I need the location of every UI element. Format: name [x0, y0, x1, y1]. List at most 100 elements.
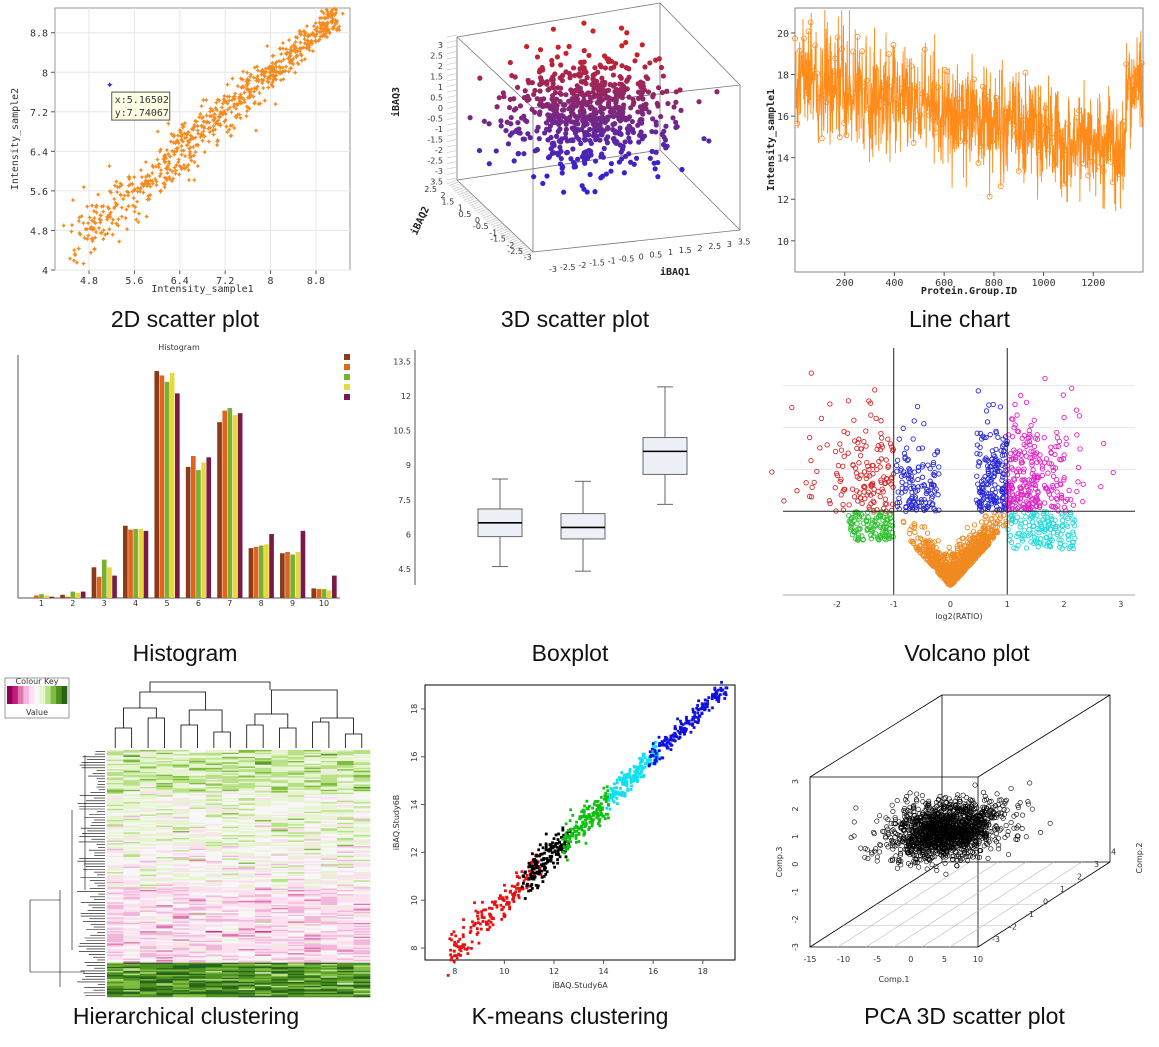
- volcano-point: [1046, 539, 1052, 545]
- scatter2d-point: ✦: [233, 100, 240, 109]
- heatmap-cell: [205, 760, 223, 763]
- heatmap-cell: [320, 763, 338, 766]
- volcano-point: [912, 522, 918, 528]
- scatter2d-point: ✦: [321, 14, 328, 23]
- scatter3d-floor-line: [503, 233, 515, 239]
- line-ytick-label: 10: [777, 237, 789, 248]
- heatmap-cell: [320, 843, 338, 845]
- heatmap-cell: [287, 792, 305, 795]
- heatmap-cell: [139, 795, 157, 797]
- scatter2d-point: ✦: [312, 37, 319, 46]
- scatter2d-point: ✦: [113, 220, 120, 229]
- scatter2d-point: ✦: [195, 130, 202, 139]
- volcano-point: [999, 477, 1005, 483]
- line-marker: [1011, 121, 1018, 128]
- heatmap-cell: [172, 778, 190, 781]
- scatter2d-point: ✦: [82, 225, 89, 234]
- heatmap-cell: [287, 847, 305, 850]
- heatmap-cell: [304, 780, 321, 782]
- heatmap-cell: [287, 815, 305, 818]
- scatter2d-point: ✦: [183, 163, 190, 172]
- heatmap-cell: [123, 840, 141, 843]
- scatter2d-point: ✦: [166, 175, 173, 184]
- heatmap-cell: [320, 809, 338, 811]
- line-marker: [968, 124, 975, 131]
- volcano-point: [1067, 511, 1073, 518]
- scatter2d-point: ✦: [336, 26, 343, 35]
- heatmap-cell: [320, 776, 338, 778]
- scatter2d-point: ✦: [196, 113, 203, 122]
- heatmap-cell: [254, 751, 272, 754]
- heatmap-cell: [156, 811, 174, 814]
- scatter3d-point: [601, 89, 607, 95]
- heatmap-cell: [205, 750, 223, 752]
- scatter3d-ytick-label: 1: [458, 204, 463, 213]
- heatmap-cell: [156, 847, 174, 850]
- scatter2d-point: ✦: [314, 23, 321, 32]
- volcano-point: [1033, 450, 1040, 456]
- heatmap-cell: [139, 837, 157, 840]
- scatter2d-point: ✦: [245, 79, 252, 88]
- scatter3d-point: [555, 44, 561, 50]
- scatter2d-point: ✦: [317, 32, 324, 41]
- heatmap-cell: [189, 829, 206, 832]
- volcano-point: [854, 537, 861, 543]
- heatmap-cell: [287, 799, 305, 802]
- histogram-bar: [264, 544, 269, 598]
- heatmap-cell: [254, 815, 272, 818]
- scatter3d-floor-line: [450, 183, 461, 188]
- line-marker: [906, 117, 912, 124]
- heatmap-cell: [107, 774, 124, 777]
- scatter3d-point: [597, 137, 603, 143]
- scatter3d-point: [637, 131, 644, 138]
- volcano-point: [1034, 475, 1040, 481]
- scatter2d-point: ✦: [98, 229, 105, 238]
- scatter2d-point: ✦: [273, 71, 280, 80]
- scatter2d-ylabel: Intensity_sample2: [10, 88, 21, 190]
- scatter2d-point: ✦: [106, 225, 113, 234]
- volcano-point: [988, 479, 994, 485]
- heatmap-cell: [189, 832, 206, 835]
- scatter3d-point: [597, 108, 603, 114]
- scatter2d-point: ✦: [210, 122, 217, 131]
- scatter2d-point: ✦: [224, 105, 231, 114]
- scatter2d-point: ✦: [231, 100, 238, 109]
- volcano-point: [1062, 542, 1068, 548]
- volcano-point: [977, 489, 983, 496]
- heatmap-cell: [271, 828, 289, 830]
- scatter2d-point: ✦: [292, 48, 299, 57]
- scatter2d-point: ✦: [255, 75, 262, 84]
- scatter2d-point: ✦: [164, 164, 171, 173]
- volcano-point: [1029, 459, 1035, 465]
- heatmap-cell: [156, 804, 174, 807]
- scatter2d-point: ✦: [185, 161, 192, 170]
- heatmap-cell: [205, 784, 223, 786]
- heatmap-cell: [189, 792, 206, 795]
- scatter2d-point: ✦: [253, 85, 260, 94]
- line-marker: [921, 46, 928, 53]
- scatter3d-point: [587, 94, 594, 101]
- volcano-point: [977, 500, 983, 506]
- heatmap-cell: [107, 819, 124, 822]
- scatter2d-point: ✦: [319, 19, 326, 28]
- heatmap-cell: [222, 777, 239, 780]
- line-marker: [814, 70, 821, 77]
- heatmap-cell: [172, 793, 190, 796]
- scatter2d-point: ✦: [86, 214, 93, 223]
- heatmap-cell: [304, 754, 321, 756]
- scatter2d-point: ✦: [237, 114, 244, 123]
- volcano-point: [982, 513, 988, 520]
- line-marker: [892, 96, 899, 103]
- line-xlabel: Protein.Group.ID: [921, 285, 1017, 297]
- heatmap-cell: [123, 758, 141, 760]
- scatter3d-point: [637, 118, 643, 124]
- scatter2d-point: ✦: [326, 28, 333, 37]
- volcano-point: [1031, 417, 1037, 423]
- scatter2d-point: ✦: [303, 40, 310, 49]
- scatter2d-point: ✦: [279, 68, 286, 77]
- heatmap-cell: [222, 782, 239, 785]
- scatter2d-point: ✦: [268, 71, 275, 80]
- heatmap-cell: [287, 814, 305, 817]
- line-marker: [1082, 142, 1089, 149]
- heatmap-cell: [222, 829, 239, 832]
